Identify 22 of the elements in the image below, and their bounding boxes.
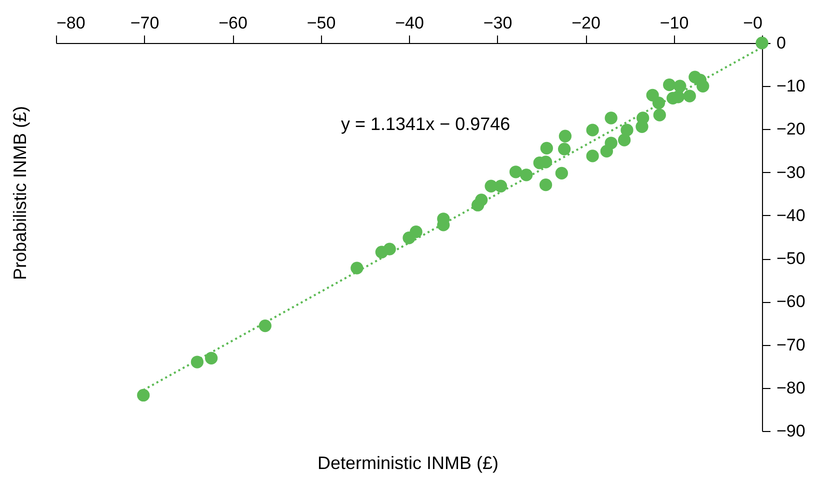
x-tick-label: −0 xyxy=(743,14,762,32)
y-tick-label: −60 xyxy=(776,292,806,312)
x-tick-label: −10 xyxy=(660,14,689,32)
y-tick-label: −40 xyxy=(776,206,806,225)
y-tick-label: 0 xyxy=(776,34,786,52)
y-tick-label: −30 xyxy=(776,162,806,182)
y-tick-label: −90 xyxy=(776,422,806,440)
x-tick-label: −20 xyxy=(572,14,600,32)
y-tick-label: −50 xyxy=(776,249,806,268)
x-tick-label: −40 xyxy=(395,14,424,32)
y-tick-label: −10 xyxy=(776,76,806,96)
annotation: y = 1.1341x − 0.9746 xyxy=(341,114,510,134)
y-axis-title: Probabilistic INMB (£) xyxy=(10,106,30,280)
x-tick-label: −50 xyxy=(306,14,336,32)
y-tick-label: −70 xyxy=(776,335,806,354)
y-tick-label: −20 xyxy=(776,120,806,139)
x-tick-label: −60 xyxy=(218,14,248,32)
x-axis-title: Deterministic INMB (£) xyxy=(317,453,499,473)
x-tick-label: −70 xyxy=(130,14,160,32)
y-tick-label: −80 xyxy=(776,378,806,398)
x-tick-label: −80 xyxy=(56,14,86,32)
x-tick-label: −30 xyxy=(483,14,512,32)
